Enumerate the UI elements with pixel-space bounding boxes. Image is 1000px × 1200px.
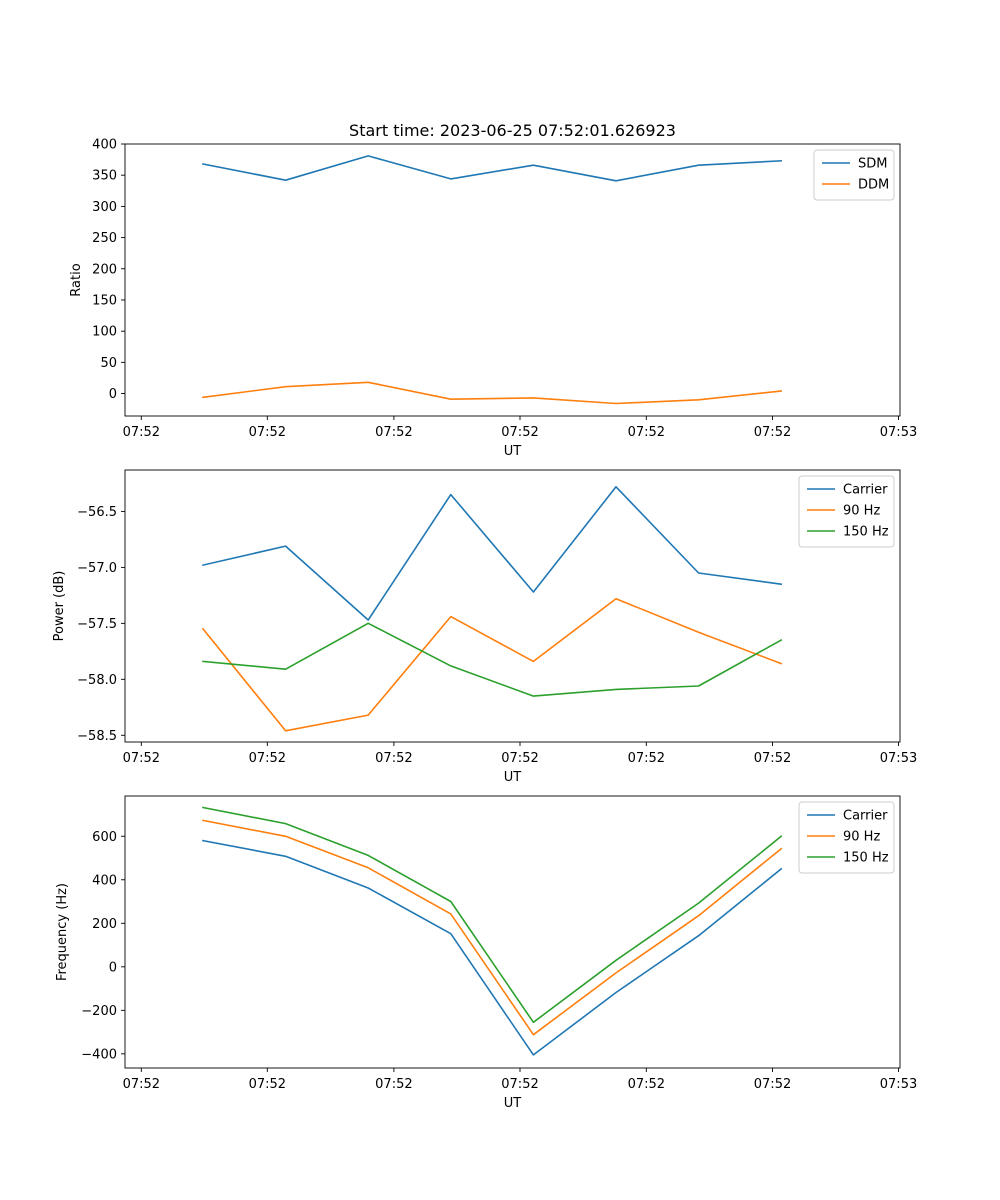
x-tick-label: 07:52 (628, 1077, 665, 1092)
y-tick-label: −400 (81, 1047, 117, 1062)
x-tick-label: 07:53 (880, 425, 917, 440)
legend: Carrier 90 Hz 150 Hz (798, 475, 895, 548)
y-axis-label: Power (dB) (52, 571, 67, 642)
x-tick-label: 07:52 (628, 425, 665, 440)
series-line-90-hz (201, 597, 783, 732)
panel-power: 07:52 07:52 07:52 07:52 07:52 07:52 07:53 −58.5… (52, 469, 917, 785)
y-tick-label: 0 (109, 960, 117, 975)
y-tick-label: 400 (92, 873, 117, 888)
series-line-150-hz (202, 806, 783, 1024)
legend: SDM DDM (813, 149, 895, 201)
x-tick-label: 07:52 (123, 425, 160, 440)
x-tick-label: 07:52 (501, 425, 538, 440)
y-tick-label: 250 (92, 231, 117, 246)
y-axis-label: Frequency (Hz) (55, 883, 70, 981)
series-line-90-hz (202, 819, 783, 1036)
y-tick-label: −57.0 (77, 561, 117, 576)
axes-frame (124, 143, 901, 417)
legend-box (798, 475, 895, 548)
legend-entry: Carrier (843, 483, 888, 498)
x-tick-label: 07:52 (501, 1077, 538, 1092)
legend-entry: 150 Hz (843, 525, 889, 540)
y-tick-label: −200 (81, 1004, 117, 1019)
axes-frame (124, 795, 901, 1069)
axes-frame (124, 469, 901, 743)
y-tick-label: 50 (100, 356, 117, 371)
x-axis-label: UT (504, 1096, 522, 1111)
y-tick-label: −56.5 (77, 505, 117, 520)
y-tick-label: 100 (92, 325, 117, 340)
x-tick-label: 07:52 (754, 1077, 791, 1092)
x-tick-label: 07:52 (754, 751, 791, 766)
series-line-ddm (202, 381, 783, 405)
series-line-sdm (202, 155, 783, 182)
x-tick-label: 07:53 (880, 751, 917, 766)
x-tick-label: 07:52 (375, 1077, 412, 1092)
y-tick-label: −57.5 (77, 617, 117, 632)
series-line-carrier (202, 839, 783, 1056)
legend-entry: DDM (858, 178, 889, 193)
x-tick-label: 07:52 (123, 1077, 160, 1092)
legend-entry: 150 Hz (843, 851, 889, 866)
series-line-carrier (202, 485, 783, 621)
x-tick-label: 07:52 (754, 425, 791, 440)
y-tick-label: 150 (92, 293, 117, 308)
x-tick-label: 07:52 (375, 751, 412, 766)
x-tick-label: 07:52 (249, 425, 286, 440)
x-tick-label: 07:52 (501, 751, 538, 766)
x-tick-label: 07:52 (249, 1077, 286, 1092)
legend-entry: SDM (858, 157, 887, 172)
legend: Carrier 90 Hz 150 Hz (798, 801, 895, 874)
x-tick-label: 07:53 (880, 1077, 917, 1092)
x-tick-label: 07:52 (249, 751, 286, 766)
panel-frequency: 07:52 07:52 07:52 07:52 07:52 07:52 07:53 −400 −… (55, 795, 917, 1111)
y-tick-label: 350 (92, 169, 117, 184)
y-tick-label: 0 (109, 387, 117, 402)
series-line-150-hz (202, 622, 783, 697)
y-tick-label: 200 (92, 262, 117, 277)
legend-box (798, 801, 895, 874)
legend-entry: 90 Hz (843, 830, 880, 845)
figure-title: Start time: 2023-06-25 07:52:01.626923 (349, 121, 676, 140)
x-axis-label: UT (504, 444, 522, 459)
panel-ratio: 07:52 07:52 07:52 07:52 07:52 07:52 07:53 0 50 10… (69, 138, 917, 460)
y-tick-label: −58.0 (77, 673, 117, 688)
x-axis-label: UT (504, 770, 522, 785)
x-tick-label: 07:52 (123, 751, 160, 766)
y-tick-label: 400 (92, 138, 117, 153)
legend-entry: Carrier (843, 809, 888, 824)
legend-entry: 90 Hz (843, 504, 880, 519)
y-axis-label: Ratio (69, 263, 84, 296)
y-tick-label: 200 (92, 917, 117, 932)
y-tick-label: 300 (92, 200, 117, 215)
y-tick-label: −58.5 (77, 729, 117, 744)
y-tick-label: 600 (92, 830, 117, 845)
x-tick-label: 07:52 (628, 751, 665, 766)
x-tick-label: 07:52 (375, 425, 412, 440)
